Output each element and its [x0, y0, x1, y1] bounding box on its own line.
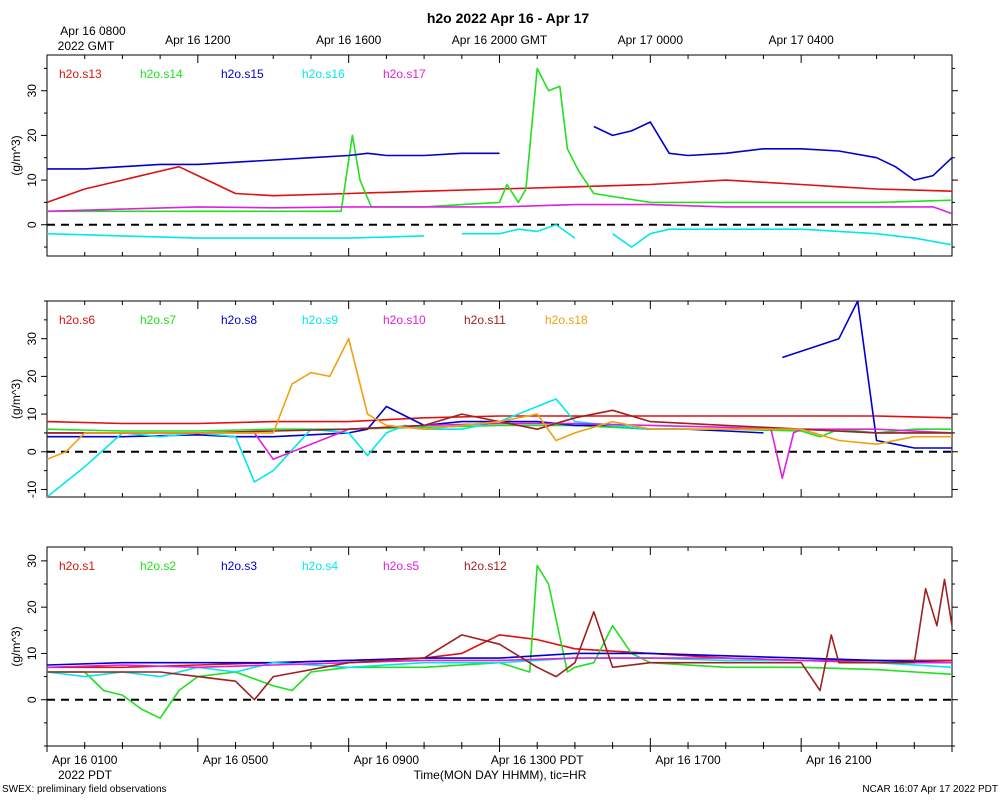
- legend-entry: h2o.s1: [59, 559, 95, 573]
- y-tick-label: 10: [25, 646, 39, 660]
- legend-entry: h2o.s16: [302, 67, 345, 81]
- top-axis-label: Apr 16 1600: [316, 33, 382, 47]
- y-tick-label: 0: [25, 448, 39, 455]
- plot-frame: [46, 54, 953, 257]
- bottom-axis-labels: Apr 16 0100 Apr 16 0500 Apr 16 0900 Apr 16 …: [52, 753, 872, 767]
- y-tick-label: 20: [25, 600, 39, 614]
- series-line-h2o-s2: [47, 564, 952, 719]
- y-tick-label: -10: [25, 480, 39, 498]
- y-tick-label: 30: [25, 332, 39, 346]
- y-tick-label: 10: [25, 173, 39, 187]
- panel-1: 0 10 20 30 (g/m^3) h2o.s13 h2o.s14 h2o.s15 h2o.s…: [9, 54, 958, 257]
- legend-entry: h2o.s4: [302, 559, 338, 573]
- y-axis-label: (g/m^3): [9, 135, 23, 175]
- series-line-h2o-s5: [47, 657, 952, 669]
- y-tick-label: 30: [25, 84, 39, 98]
- y-tick-label: 0: [25, 696, 39, 703]
- legend-entry: h2o.s15: [221, 67, 264, 81]
- legend-entry: h2o.s3: [221, 559, 257, 573]
- series-line-h2o-s6: [47, 415, 952, 425]
- y-tick-label: 20: [25, 369, 39, 383]
- legend-entry: h2o.s9: [302, 313, 338, 327]
- top-axis-label: Apr 16 2000 GMT: [452, 33, 548, 47]
- bottom-axis-label: Apr 16 1300 PDT: [491, 753, 584, 767]
- panels: 0 10 20 30 (g/m^3) h2o.s13 h2o.s14 h2o.s15 h2o.s…: [9, 54, 958, 752]
- series-line-h2o-s11: [47, 409, 952, 434]
- series-line-h2o-s9: [47, 398, 952, 497]
- series-line-h2o-s3: [47, 652, 952, 666]
- legend-entry: h2o.s10: [383, 313, 426, 327]
- legend-entry: h2o.s14: [140, 67, 183, 81]
- series-line-h2o-s12: [47, 578, 952, 701]
- legend-entry: h2o.s11: [464, 313, 506, 327]
- legend-entry: h2o.s18: [545, 313, 588, 327]
- top-axis-label: Apr 17 0000: [618, 33, 684, 47]
- y-tick-label: 20: [25, 128, 39, 142]
- bottom-axis-label: Apr 16 0500: [203, 753, 269, 767]
- legend-entry: h2o.s2: [140, 559, 176, 573]
- footer-right: NCAR 16:07 Apr 17 2022 PDT: [862, 784, 998, 795]
- legend-entry: h2o.s17: [383, 67, 426, 81]
- plot-frame: [46, 546, 953, 747]
- series-group: [47, 301, 952, 497]
- series-line-h2o-s7: [47, 424, 952, 438]
- series-line-h2o-s18: [47, 337, 952, 461]
- bottom-axis-year-label: 2022 PDT: [58, 768, 113, 782]
- plot-frame: [46, 300, 953, 498]
- x-axis-label: Time(MON DAY HHMM), tic=HR: [414, 768, 587, 782]
- y-tick-label: 0: [25, 221, 39, 228]
- legend-entry: h2o.s8: [221, 313, 257, 327]
- panel-3: 0 10 20 30 (g/m^3) h2o.s1 h2o.s2 h2o.s3 h2o.s4 h2…: [9, 546, 958, 752]
- series-group: [47, 564, 952, 719]
- bottom-axis-label: Apr 16 2100: [806, 753, 872, 767]
- series-line-h2o-s4: [47, 657, 952, 678]
- legend-entry: h2o.s5: [383, 559, 419, 573]
- top-axis-first-label-line1: Apr 16 0800: [60, 24, 126, 38]
- top-axis-label: Apr 16 1200: [165, 33, 231, 47]
- top-axis-label: Apr 17 0400: [768, 33, 834, 47]
- series-line-h2o-s13: [47, 165, 952, 204]
- top-axis-first-label-line2: 2022 GMT: [58, 39, 115, 53]
- series-line-h2o-s14: [47, 67, 952, 213]
- y-axis-label: (g/m^3): [9, 626, 23, 666]
- bottom-axis-label: Apr 16 0900: [354, 753, 420, 767]
- footer-left: SWEX: preliminary field observations: [2, 784, 167, 795]
- y-tick-label: 30: [25, 554, 39, 568]
- top-axis-labels: Apr 16 1200 Apr 16 1600 Apr 16 2000 GMT Apr…: [165, 33, 834, 47]
- legend-entry: h2o.s13: [59, 67, 102, 81]
- chart-title: h2o 2022 Apr 16 - Apr 17: [427, 10, 590, 26]
- series-line-h2o-s15: [47, 121, 952, 181]
- legend-entry: h2o.s6: [59, 313, 95, 327]
- legend-entry: h2o.s7: [140, 313, 176, 327]
- series-line-h2o-s17: [47, 203, 952, 215]
- y-tick-label: 10: [25, 407, 39, 421]
- series-group: [47, 67, 952, 248]
- y-axis-label: (g/m^3): [9, 379, 23, 419]
- bottom-axis-label: Apr 16 1700: [655, 753, 721, 767]
- panel-2: -10 0 10 20 30 (g/m^3) h2o.s6 h2o.s7 h2o.s8 h2o.s…: [9, 300, 958, 498]
- bottom-axis-label: Apr 16 0100: [52, 753, 118, 767]
- series-line-h2o-s16: [47, 223, 952, 248]
- legend-entry: h2o.s12: [464, 559, 507, 573]
